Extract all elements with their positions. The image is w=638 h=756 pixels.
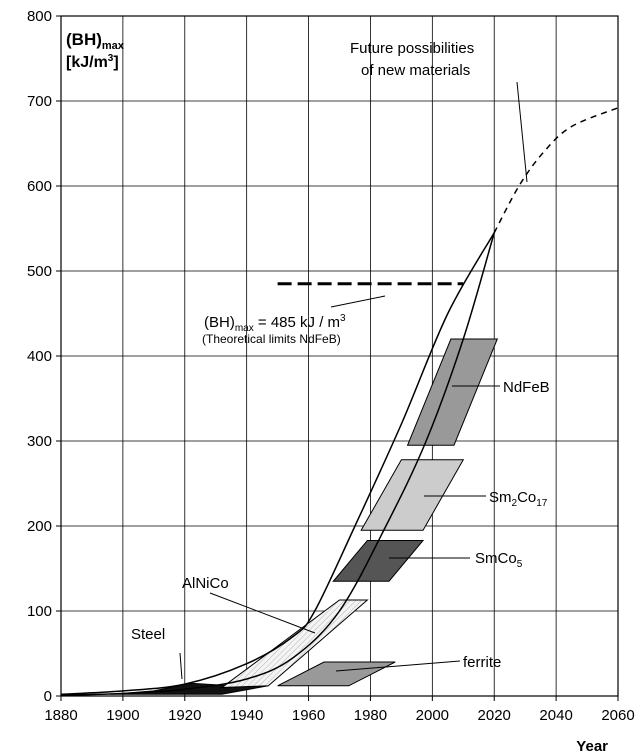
ferrite-leader — [335, 660, 461, 672]
limit-label-sub: max — [235, 323, 254, 334]
y-axis-unit: [kJ/m3] — [66, 53, 119, 71]
y-tick-label-800: 800 — [27, 8, 52, 25]
label-sm2co17: Sm2Co17 — [489, 489, 548, 509]
x-tick-label-2040: 2040 — [539, 707, 572, 724]
label-steel: Steel — [131, 626, 165, 643]
x-tick-label-2020: 2020 — [478, 707, 511, 724]
limit-label: (BH)max = 485 kJ / m3 — [204, 313, 346, 334]
limit-leader — [330, 295, 386, 308]
lower-envelope-line — [60, 232, 495, 696]
future-leader — [516, 81, 528, 183]
future-projection-line — [493, 107, 619, 234]
label-sm2co17-part-0: Sm — [489, 489, 512, 506]
y-tick-label-400: 400 — [27, 348, 52, 365]
plot-frame — [60, 15, 619, 697]
x-tick-label-1960: 1960 — [292, 707, 325, 724]
y-unit-sup: 3 — [108, 53, 114, 64]
tick-labels: 1880 1900 1920 1940 1960 1980 2000 2020 2040 2060… — [27, 8, 635, 724]
label-sm2co17-part-2: Co — [517, 489, 536, 506]
y-label-sub: max — [102, 40, 125, 52]
alnico-leader — [209, 592, 316, 634]
x-tick-label-2000: 2000 — [416, 707, 449, 724]
future-label-line2: of new materials — [361, 62, 470, 79]
region-smco5 — [332, 539, 425, 582]
upper-envelope-line — [60, 232, 495, 696]
label-alnico-part-0: AlNiCo — [182, 575, 229, 592]
region-ndfeb — [406, 338, 499, 446]
future-label-line1: Future possibilities — [350, 40, 474, 57]
x-tick-label-1880: 1880 — [44, 707, 77, 724]
label-smco5-part-0: SmCo — [475, 550, 517, 567]
label-ndfeb-part-0: NdFeB — [503, 379, 550, 396]
label-smco5: SmCo5 — [475, 550, 523, 570]
y-tick-label-200: 200 — [27, 518, 52, 535]
label-ndfeb: NdFeB — [503, 379, 550, 396]
y-axis-label: (BH)max — [66, 30, 125, 52]
region-ferrite — [277, 661, 396, 687]
x-tick-label-2060: 2060 — [601, 707, 634, 724]
x-tick-label-1940: 1940 — [230, 707, 263, 724]
label-alnico: AlNiCo — [182, 575, 229, 592]
y-tick-label-0: 0 — [44, 688, 52, 705]
envelope-curves — [60, 107, 619, 696]
label-smco5-part-1: 5 — [517, 559, 523, 570]
label-sm2co17-part-3: 17 — [536, 498, 548, 509]
label-ferrite: ferrite — [463, 654, 501, 671]
material-regions — [110, 338, 499, 695]
label-ferrite-part-0: ferrite — [463, 654, 501, 671]
y-tick-label-300: 300 — [27, 433, 52, 450]
limit-label-value: = 485 kJ / m — [254, 314, 340, 331]
limit-label-sup: 3 — [340, 313, 346, 324]
x-tick-label-1980: 1980 — [354, 707, 387, 724]
y-label-main: (BH) — [66, 30, 102, 49]
steel-leader — [179, 652, 183, 680]
y-tick-label-500: 500 — [27, 263, 52, 280]
grid — [56, 15, 619, 701]
y-tick-label-100: 100 — [27, 603, 52, 620]
label-steel-part-0: Steel — [131, 626, 165, 643]
x-axis-label: Year — [576, 738, 608, 755]
limit-label-base: (BH) — [204, 314, 235, 331]
y-unit-base: [kJ/m — [66, 54, 108, 71]
x-tick-label-1920: 1920 — [168, 707, 201, 724]
label-sm2co17-part-1: 2 — [512, 498, 518, 509]
y-tick-label-600: 600 — [27, 178, 52, 195]
y-unit-close: ] — [113, 54, 118, 71]
x-tick-label-1900: 1900 — [106, 707, 139, 724]
y-tick-label-700: 700 — [27, 93, 52, 110]
limit-note: (Theoretical limits NdFeB) — [202, 332, 341, 346]
region-sm2co17 — [360, 459, 465, 531]
